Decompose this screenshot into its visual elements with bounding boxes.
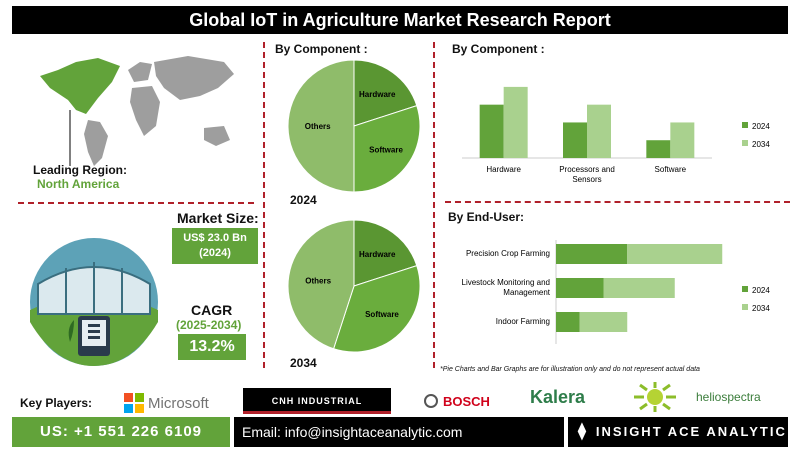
pie-label-hardware: Hardware: [359, 250, 396, 259]
pie-label-software: Software: [369, 145, 403, 154]
hbar-2024-2: [556, 312, 580, 332]
greenhouse-illustration: [30, 238, 158, 366]
pie-slice-hardware: [353, 59, 418, 127]
legend-label-2034: 2034: [752, 140, 770, 149]
pie-section-heading: By Component :: [275, 42, 368, 56]
bosch-icon: [424, 394, 438, 408]
legend2-label-2034: 2034: [752, 304, 770, 313]
hbar-2024-1: [556, 278, 604, 298]
cagr-value: 13.2%: [178, 334, 246, 360]
enduser-bar-chart: Precision Crop Farming Livestock Monitori…: [462, 240, 770, 344]
bar-enduser-heading: By End-User:: [448, 210, 525, 224]
divider-vertical-right: [433, 42, 435, 368]
pie-year-2024: 2024: [290, 193, 317, 207]
hbar-2034-0: [627, 244, 723, 264]
bar-component-heading: By Component :: [452, 42, 545, 56]
category-label-0: Hardware: [486, 165, 521, 174]
pie-slice-software: [353, 104, 421, 193]
brand-footer: ⧫ INSIGHT ACE ANALYTIC: [568, 417, 788, 447]
enduser-label-2: Indoor Farming: [496, 317, 550, 326]
pie-chart-2024: Hardware Software Others: [287, 59, 421, 193]
pie-label-software: Software: [365, 310, 399, 319]
pie-slice-hardware: [353, 219, 418, 287]
leading-region-value: North America: [37, 177, 120, 191]
email-contact[interactable]: Email: info@insightaceanalytic.com: [234, 417, 564, 447]
enduser-label-1-line2: Management: [503, 288, 550, 297]
page-title: Global IoT in Agriculture Market Researc…: [12, 6, 788, 34]
legend-swatch-2034: [742, 140, 748, 146]
category-label-1-line2: Sensors: [572, 175, 601, 184]
bar-2024-1: [563, 122, 587, 158]
pie-label-others: Others: [305, 276, 331, 285]
pie-chart-2034: Hardware Software Others: [287, 219, 421, 353]
category-label-2: Software: [655, 165, 687, 174]
market-size-year: (2024): [199, 247, 231, 259]
legend-swatch-2024: [742, 122, 748, 128]
microsoft-icon: [124, 393, 144, 413]
pie-slice-others: [287, 219, 355, 350]
divider-horizontal-left: [18, 202, 254, 204]
divider-horizontal-right: [445, 201, 790, 203]
bar-2034-1: [587, 104, 611, 158]
brand-name: INSIGHT ACE ANALYTIC: [595, 424, 787, 439]
divider-vertical-left: [263, 42, 265, 368]
market-size-label: Market Size:: [177, 210, 259, 226]
category-label-1: Processors and: [559, 165, 615, 174]
world-map: [40, 56, 234, 166]
hbar-2034-1: [603, 278, 675, 298]
legend2-label-2024: 2024: [752, 286, 770, 295]
legend2-swatch-2034: [742, 304, 748, 310]
cagr-label: CAGR: [191, 302, 233, 318]
market-size-box: US$ 23.0 Bn (2024): [172, 228, 258, 264]
bosch-logo: BOSCH: [424, 391, 490, 411]
north-america-shape: [40, 58, 120, 114]
enduser-label-1: Livestock Monitoring and: [462, 278, 551, 287]
microsoft-name: Microsoft: [148, 394, 209, 412]
bosch-name: BOSCH: [443, 393, 490, 409]
pie-label-hardware: Hardware: [359, 90, 396, 99]
pie-slice-others: [287, 59, 355, 193]
hbar-2034-2: [579, 312, 628, 332]
market-size-value: US$ 23.0 Bn: [183, 232, 247, 244]
bar-2034-2: [670, 122, 695, 158]
key-players-label: Key Players:: [20, 396, 93, 410]
leading-region-label: Leading Region:: [33, 163, 127, 177]
bar-2024-2: [646, 140, 671, 158]
disclaimer-note: *Pie Charts and Bar Graphs are for illus…: [440, 366, 700, 373]
heliospectra-icon: [634, 382, 676, 412]
hbar-2024-0: [556, 244, 628, 264]
enduser-label-0: Precision Crop Farming: [466, 249, 550, 258]
bar-2034-0: [503, 86, 528, 158]
phone-contact[interactable]: US: +1 551 226 6109: [12, 417, 230, 447]
bar-2024-0: [479, 104, 504, 158]
pie-slice-software: [332, 264, 421, 353]
legend-label-2024: 2024: [752, 122, 770, 131]
pie-label-others: Others: [305, 122, 331, 131]
pie-year-2034: 2034: [290, 356, 317, 370]
cnh-logo: CNH INDUSTRIAL: [243, 388, 391, 414]
legend2-swatch-2024: [742, 286, 748, 292]
cagr-period: (2025-2034): [176, 318, 242, 332]
brand-icon: ⧫: [578, 423, 588, 440]
microsoft-logo: Microsoft: [124, 391, 209, 415]
kalera-logo: Kalera: [530, 387, 586, 407]
heliospectra-logo: heliospectra: [696, 390, 761, 404]
